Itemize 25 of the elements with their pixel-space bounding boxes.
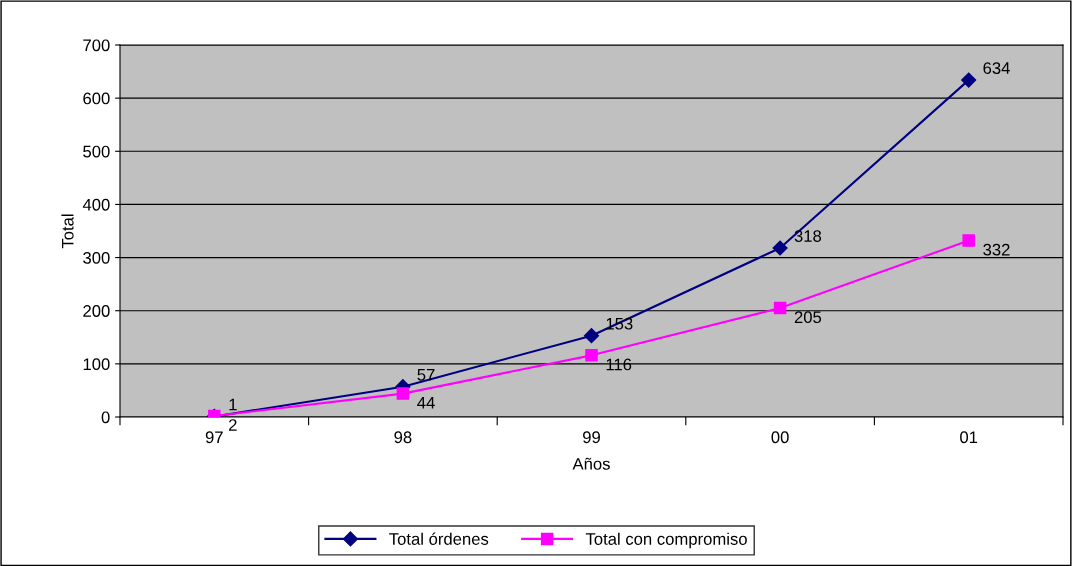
x-tick-label: 01 bbox=[960, 431, 978, 444]
y-tick-label: 400 bbox=[82, 198, 110, 211]
legend-label: Total con compromiso bbox=[585, 532, 747, 549]
x-tick-label: 00 bbox=[771, 431, 789, 444]
x-axis-title: Años bbox=[572, 457, 610, 470]
y-tick-label: 100 bbox=[83, 358, 110, 371]
y-tick-label: 600 bbox=[83, 92, 110, 105]
data-label: 1 bbox=[229, 398, 237, 411]
y-tick-label: 0 bbox=[101, 411, 110, 424]
y-tick-label: 700 bbox=[83, 39, 110, 52]
data-label: 2 bbox=[229, 419, 237, 431]
data-label: 44 bbox=[417, 397, 435, 409]
legend-label: Total órdenes bbox=[389, 532, 489, 545]
y-axis-title: Total bbox=[61, 214, 74, 249]
data-label: 57 bbox=[417, 369, 435, 381]
data-label: 332 bbox=[983, 243, 1010, 256]
y-tick-label: 500 bbox=[83, 145, 110, 158]
x-tick-label: 99 bbox=[583, 431, 600, 444]
x-tick-label: 98 bbox=[394, 431, 412, 444]
data-label: 634 bbox=[983, 62, 1010, 74]
x-tick-label: 97 bbox=[205, 431, 223, 444]
data-label: 318 bbox=[794, 230, 822, 242]
y-tick-label: 300 bbox=[83, 251, 110, 264]
data-label: 205 bbox=[794, 311, 822, 324]
y-tick-label: 200 bbox=[83, 305, 110, 317]
